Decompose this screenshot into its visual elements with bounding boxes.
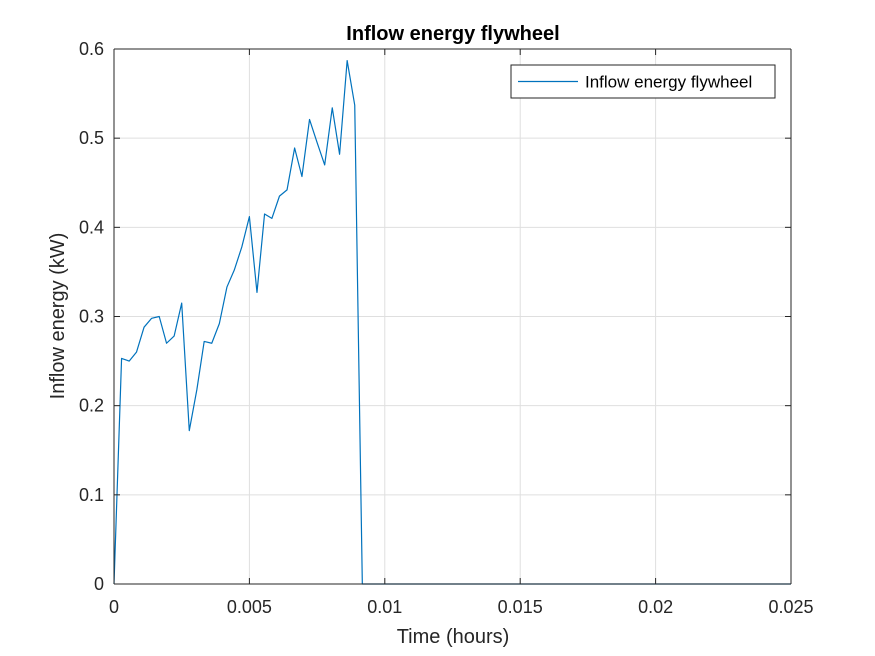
chart-title: Inflow energy flywheel (346, 23, 559, 45)
y-tick-label: 0.6 (79, 39, 104, 59)
x-tick-label: 0.02 (638, 597, 673, 617)
x-tick-label: 0.005 (227, 597, 272, 617)
y-tick-label: 0.2 (79, 396, 104, 416)
y-axis-label: Inflow energy (kW) (47, 233, 69, 400)
x-tick-label: 0.025 (768, 597, 813, 617)
x-tick-label: 0 (109, 597, 119, 617)
x-tick-label: 0.01 (367, 597, 402, 617)
ticks: 0 0.005 0.01 0.015 0.02 0.025 0 0.1 0.2 0.3 0.4 0.5… (79, 39, 814, 617)
y-tick-label: 0.3 (79, 307, 104, 327)
legend: Inflow energy flywheel (510, 64, 776, 99)
x-axis-label: Time (hours) (397, 626, 510, 648)
y-tick-label: 0.4 (79, 217, 104, 237)
x-tick-label: 0.015 (498, 597, 543, 617)
legend-entry: Inflow energy flywheel (585, 73, 752, 92)
y-tick-label: 0.1 (79, 485, 104, 505)
grid (114, 49, 791, 584)
series-layer (113, 59, 791, 585)
series-line (113, 59, 791, 585)
y-tick-label: 0.5 (79, 128, 104, 148)
y-tick-label: 0 (94, 574, 104, 594)
